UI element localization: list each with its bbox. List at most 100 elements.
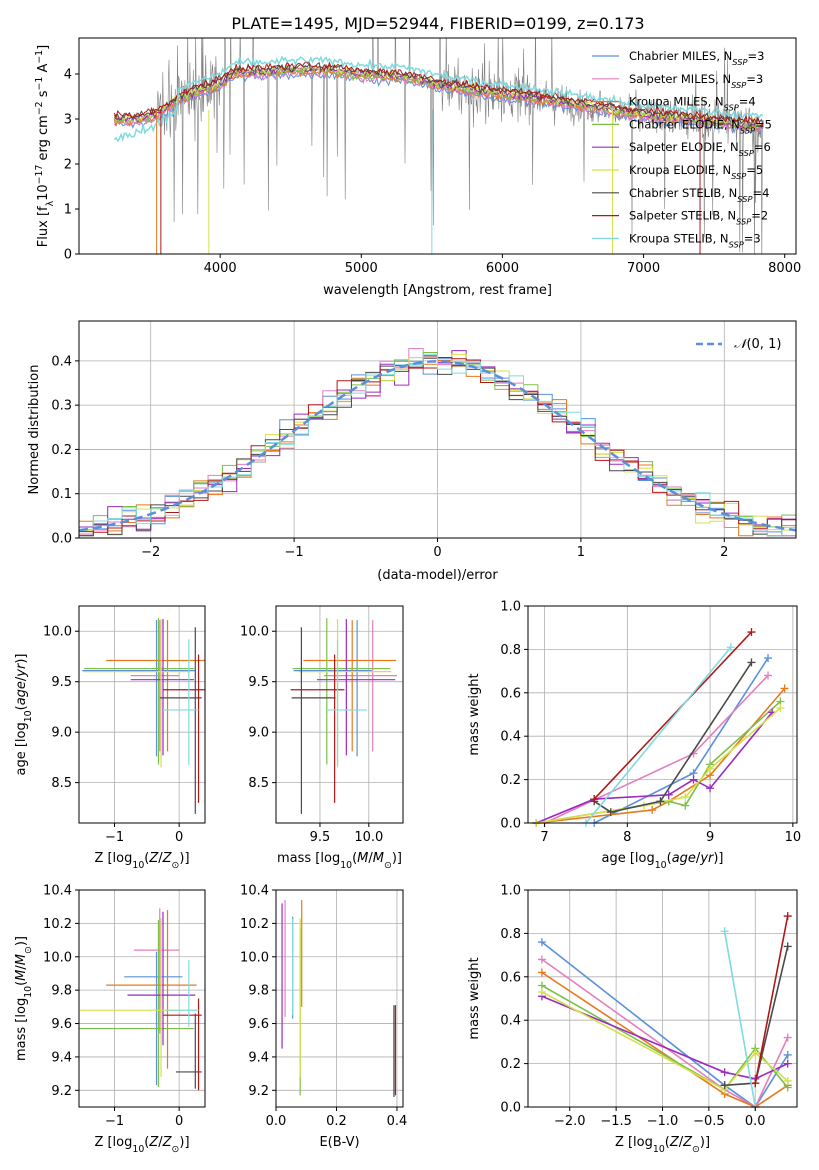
wAge-series-chabrier-elodie (536, 700, 781, 824)
wAge-series-salpeter-elodie (535, 711, 773, 824)
wAge-series-kroupa-elodie (536, 707, 781, 824)
ageM-xtick-label: 10.0 (354, 830, 383, 845)
wZ-series-salpeter-elodie-marker (720, 1068, 729, 1077)
ageM-xtick-label: 9.5 (310, 830, 331, 845)
wAge-ytick-label: 0.0 (500, 817, 521, 832)
wAge-series-salpeter-elodie-marker (664, 790, 673, 799)
massZ-ytick-label: 9.6 (51, 1017, 72, 1032)
wZ-xtick-label: −1.5 (600, 1114, 632, 1129)
wZ-ytick-label: 1.0 (500, 884, 521, 899)
spectrum-ylabel: Flux [fλ10−17 erg cm−2 s−1 A−1] (34, 45, 56, 247)
massZ-ytick-label: 9.2 (51, 1084, 72, 1099)
legend-label: Salpeter STELIB, NSSP=2 (629, 209, 768, 227)
wAge-series-kroupa-miles-marker (648, 805, 657, 814)
wZ-series-chabrier-miles-marker (783, 1050, 792, 1059)
wAge-xtick-label: 10 (785, 830, 802, 845)
legend-label: Salpeter ELODIE, NSSP=6 (629, 140, 771, 158)
wAge-xtick-label: 8 (623, 830, 631, 845)
massZ-ytick-label: 10.2 (43, 917, 72, 932)
massZ-xlabel: Z [log10(Z/Z⊙)] (94, 1135, 189, 1155)
wZ-series-salpeter-elodie (541, 995, 789, 1080)
massZ-frame (78, 889, 206, 1108)
wAge-series-kroupa-elodie-marker (706, 764, 715, 773)
wAge-series-salpeter-stelib-marker (747, 628, 756, 637)
wAge-series-salpeter-stelib-marker (590, 795, 599, 804)
wZ-xtick-label: −2.0 (554, 1114, 586, 1129)
wZ-series-kroupa-elodie-marker (537, 987, 546, 996)
figure-title: PLATE=1495, MJD=52944, FIBERID=0199, z=0… (231, 14, 644, 33)
massZ-ytick-label: 10.0 (43, 950, 72, 965)
legend-label: Kroupa STELIB, NSSP=3 (629, 231, 761, 249)
wAge-series-chabrier-stelib-marker (747, 658, 756, 667)
wZ-series-kroupa-stelib-marker (720, 927, 729, 936)
wZ-series-kroupa-elodie-marker (783, 1076, 792, 1085)
normal-curve (79, 360, 796, 532)
wZ-series-chabrier-miles (541, 941, 789, 1109)
residuals-xlabel: (data-model)/error (377, 568, 498, 583)
residuals-ytick-label: 0.0 (51, 532, 72, 547)
wAge-frame (527, 605, 798, 824)
massZ-plot-area (79, 908, 202, 1091)
wAge-series-kroupa-miles-marker (780, 684, 789, 693)
massEBV-plot-area (281, 900, 397, 1097)
wZ-ytick-label: 0.4 (500, 1014, 521, 1029)
ageM-xlabel: mass [log10(M/M⊙)] (277, 851, 402, 871)
wAge-series-kroupa-elodie-marker (776, 703, 785, 712)
wZ-series-chabrier-miles-marker (537, 938, 546, 947)
ageM-grid (276, 606, 403, 823)
ageZ-ytick-label: 9.5 (51, 675, 72, 690)
wAge-series-salpeter-elodie-marker (689, 775, 698, 784)
spectrum-frame (78, 37, 797, 255)
massEBV-grid (275, 889, 403, 1107)
wZ-series-chabrier-stelib-marker (783, 942, 792, 951)
wZ-xtick-label: −0.5 (693, 1114, 725, 1129)
ageM-ytick-label: 9.5 (248, 675, 269, 690)
massEBV-ytick-label: 9.6 (248, 1017, 269, 1032)
wAge-ytick-label: 0.6 (500, 686, 521, 701)
wZ-series-kroupa-miles-marker (537, 968, 546, 977)
spectrum-ytick-label: 1 (64, 203, 72, 218)
residuals-xtick-label: 2 (720, 545, 728, 560)
hist-plot-area (79, 348, 796, 537)
wAge-series-chabrier-stelib (593, 661, 753, 813)
wZ-series-chabrier-stelib-marker (720, 1081, 729, 1090)
wZ-ytick-label: 0.6 (500, 970, 521, 985)
massEBV-frame (275, 889, 404, 1108)
wAge-ylabel: mass weight (467, 673, 482, 755)
spectrum-xtick-label: 4000 (204, 261, 237, 276)
hist-kroupa-stelib (79, 353, 796, 537)
ageZ-xtick-label: −1 (105, 830, 124, 845)
ageZ-frame (78, 605, 206, 824)
ageZ-ylabel: age [log10(age/yr)] (14, 653, 34, 775)
wAge-series-salpeter-miles (544, 674, 769, 824)
wZ-series-salpeter-stelib-marker (783, 912, 792, 921)
residuals-ytick-label: 0.2 (51, 443, 72, 458)
ageZ-plot-area (82, 618, 205, 814)
wZ-ylabel: mass weight (467, 957, 482, 1039)
massEBV-xtick-label: 0.2 (326, 1114, 347, 1129)
residuals-ytick-label: 0.1 (51, 487, 72, 502)
wAge-series-salpeter-elodie-marker (706, 784, 715, 793)
massEBV-ytick-label: 9.2 (248, 1084, 269, 1099)
wZ-ytick-label: 0.8 (500, 927, 521, 942)
legend-label: Chabrier STELIB, NSSP=4 (629, 186, 769, 204)
massZ-grid (79, 889, 205, 1107)
spectrum-model-salpeter-stelib (113, 61, 764, 126)
spectrum-xtick-label: 5000 (345, 261, 378, 276)
residuals-xtick-label: −1 (285, 545, 304, 560)
legend-label: Chabrier ELODIE, NSSP=5 (629, 117, 772, 135)
ageM-ytick-label: 10.0 (240, 625, 269, 640)
ageM-ytick-label: 9.0 (248, 726, 269, 741)
wZ-ytick-label: 0.2 (500, 1057, 521, 1072)
massZ-ylabel: mass [log10(M/M⊙)] (14, 936, 34, 1061)
normal-legend-label: 𝒩(0, 1) (734, 337, 781, 352)
spectrum-xtick-label: 7000 (627, 261, 660, 276)
wAge-grid (528, 605, 797, 824)
massEBV-ytick-label: 10.0 (240, 950, 269, 965)
wZ-xlabel: Z [log10(Z/Z⊙)] (615, 1135, 710, 1155)
ageZ-ytick-label: 10.0 (43, 625, 72, 640)
wAge-xlabel: age [log10(age/yr)] (601, 851, 723, 871)
wAge-series-chabrier-elodie-marker (681, 801, 690, 810)
residuals-xtick-label: −2 (141, 545, 160, 560)
